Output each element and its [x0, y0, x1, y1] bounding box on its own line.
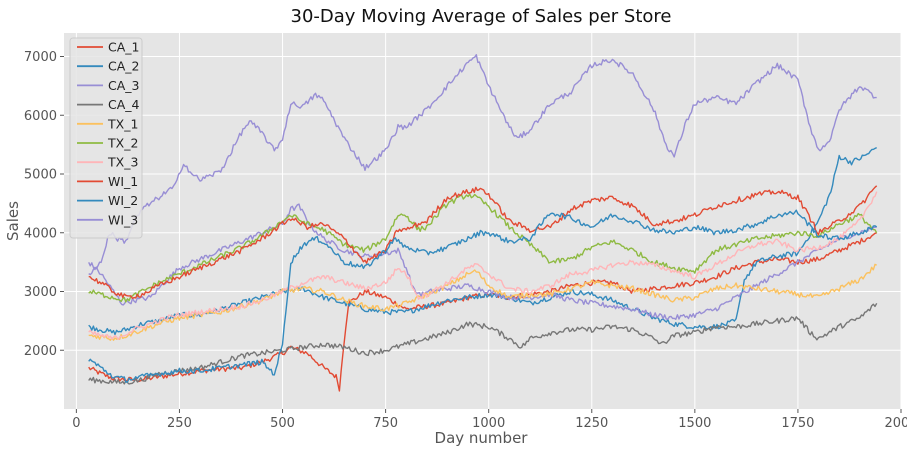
series-line-wi-1 [88, 185, 878, 300]
x-tick-label: 750 [373, 416, 398, 431]
chart-title: 30-Day Moving Average of Sales per Store [291, 6, 672, 27]
legend-box [69, 37, 143, 239]
legend-label: WI_3 [108, 212, 138, 227]
y-tick-label: 7000 [24, 50, 57, 65]
x-tick-label: 0 [72, 416, 80, 431]
plot-area [64, 33, 901, 409]
legend-label: TX_2 [107, 136, 138, 151]
series-line-tx-3 [88, 191, 878, 340]
series-line-wi-2 [88, 209, 878, 383]
legend-label: CA_1 [108, 40, 139, 55]
x-tick-label: 1500 [678, 416, 711, 431]
legend-label: CA_3 [108, 78, 139, 93]
x-tick-label: 2000 [884, 416, 907, 431]
series-line-tx-1 [88, 263, 877, 341]
series-line-ca-3 [88, 203, 877, 320]
series-line-wi-3 [88, 54, 877, 276]
x-axis-ticks: 0 250 500 750 1000 1250 1500 1750 2000 [72, 409, 907, 431]
x-axis-title: Day number [435, 429, 529, 447]
series-line-tx-2 [88, 193, 878, 303]
y-axis-ticks: 2000 3000 4000 5000 6000 7000 [24, 50, 64, 359]
x-tick-label: 1250 [575, 416, 608, 431]
legend-label: CA_2 [108, 59, 139, 74]
y-axis-title: Sales [4, 201, 22, 241]
legend-label: TX_1 [107, 116, 138, 131]
y-tick-label: 3000 [24, 285, 57, 300]
x-tick-label: 1000 [472, 416, 505, 431]
grid [64, 33, 902, 409]
y-tick-label: 2000 [24, 344, 57, 359]
series-line-ca-4 [88, 302, 878, 385]
legend-label: CA_4 [108, 97, 140, 112]
x-tick-label: 1750 [781, 416, 814, 431]
y-tick-label: 6000 [24, 109, 57, 124]
x-tick-label: 500 [270, 416, 295, 431]
legend-label: WI_2 [108, 193, 138, 208]
y-tick-label: 5000 [24, 168, 57, 183]
legend: CA_1 CA_2 CA_3 CA_4 TX_1 TX_2 TX_3 WI_1 WI_2 WI_3 [69, 37, 143, 239]
series-lines [88, 54, 878, 392]
legend-label: TX_3 [107, 155, 138, 170]
legend-label: WI_1 [108, 174, 138, 189]
x-tick-label: 250 [167, 416, 192, 431]
y-tick-label: 4000 [24, 226, 57, 241]
